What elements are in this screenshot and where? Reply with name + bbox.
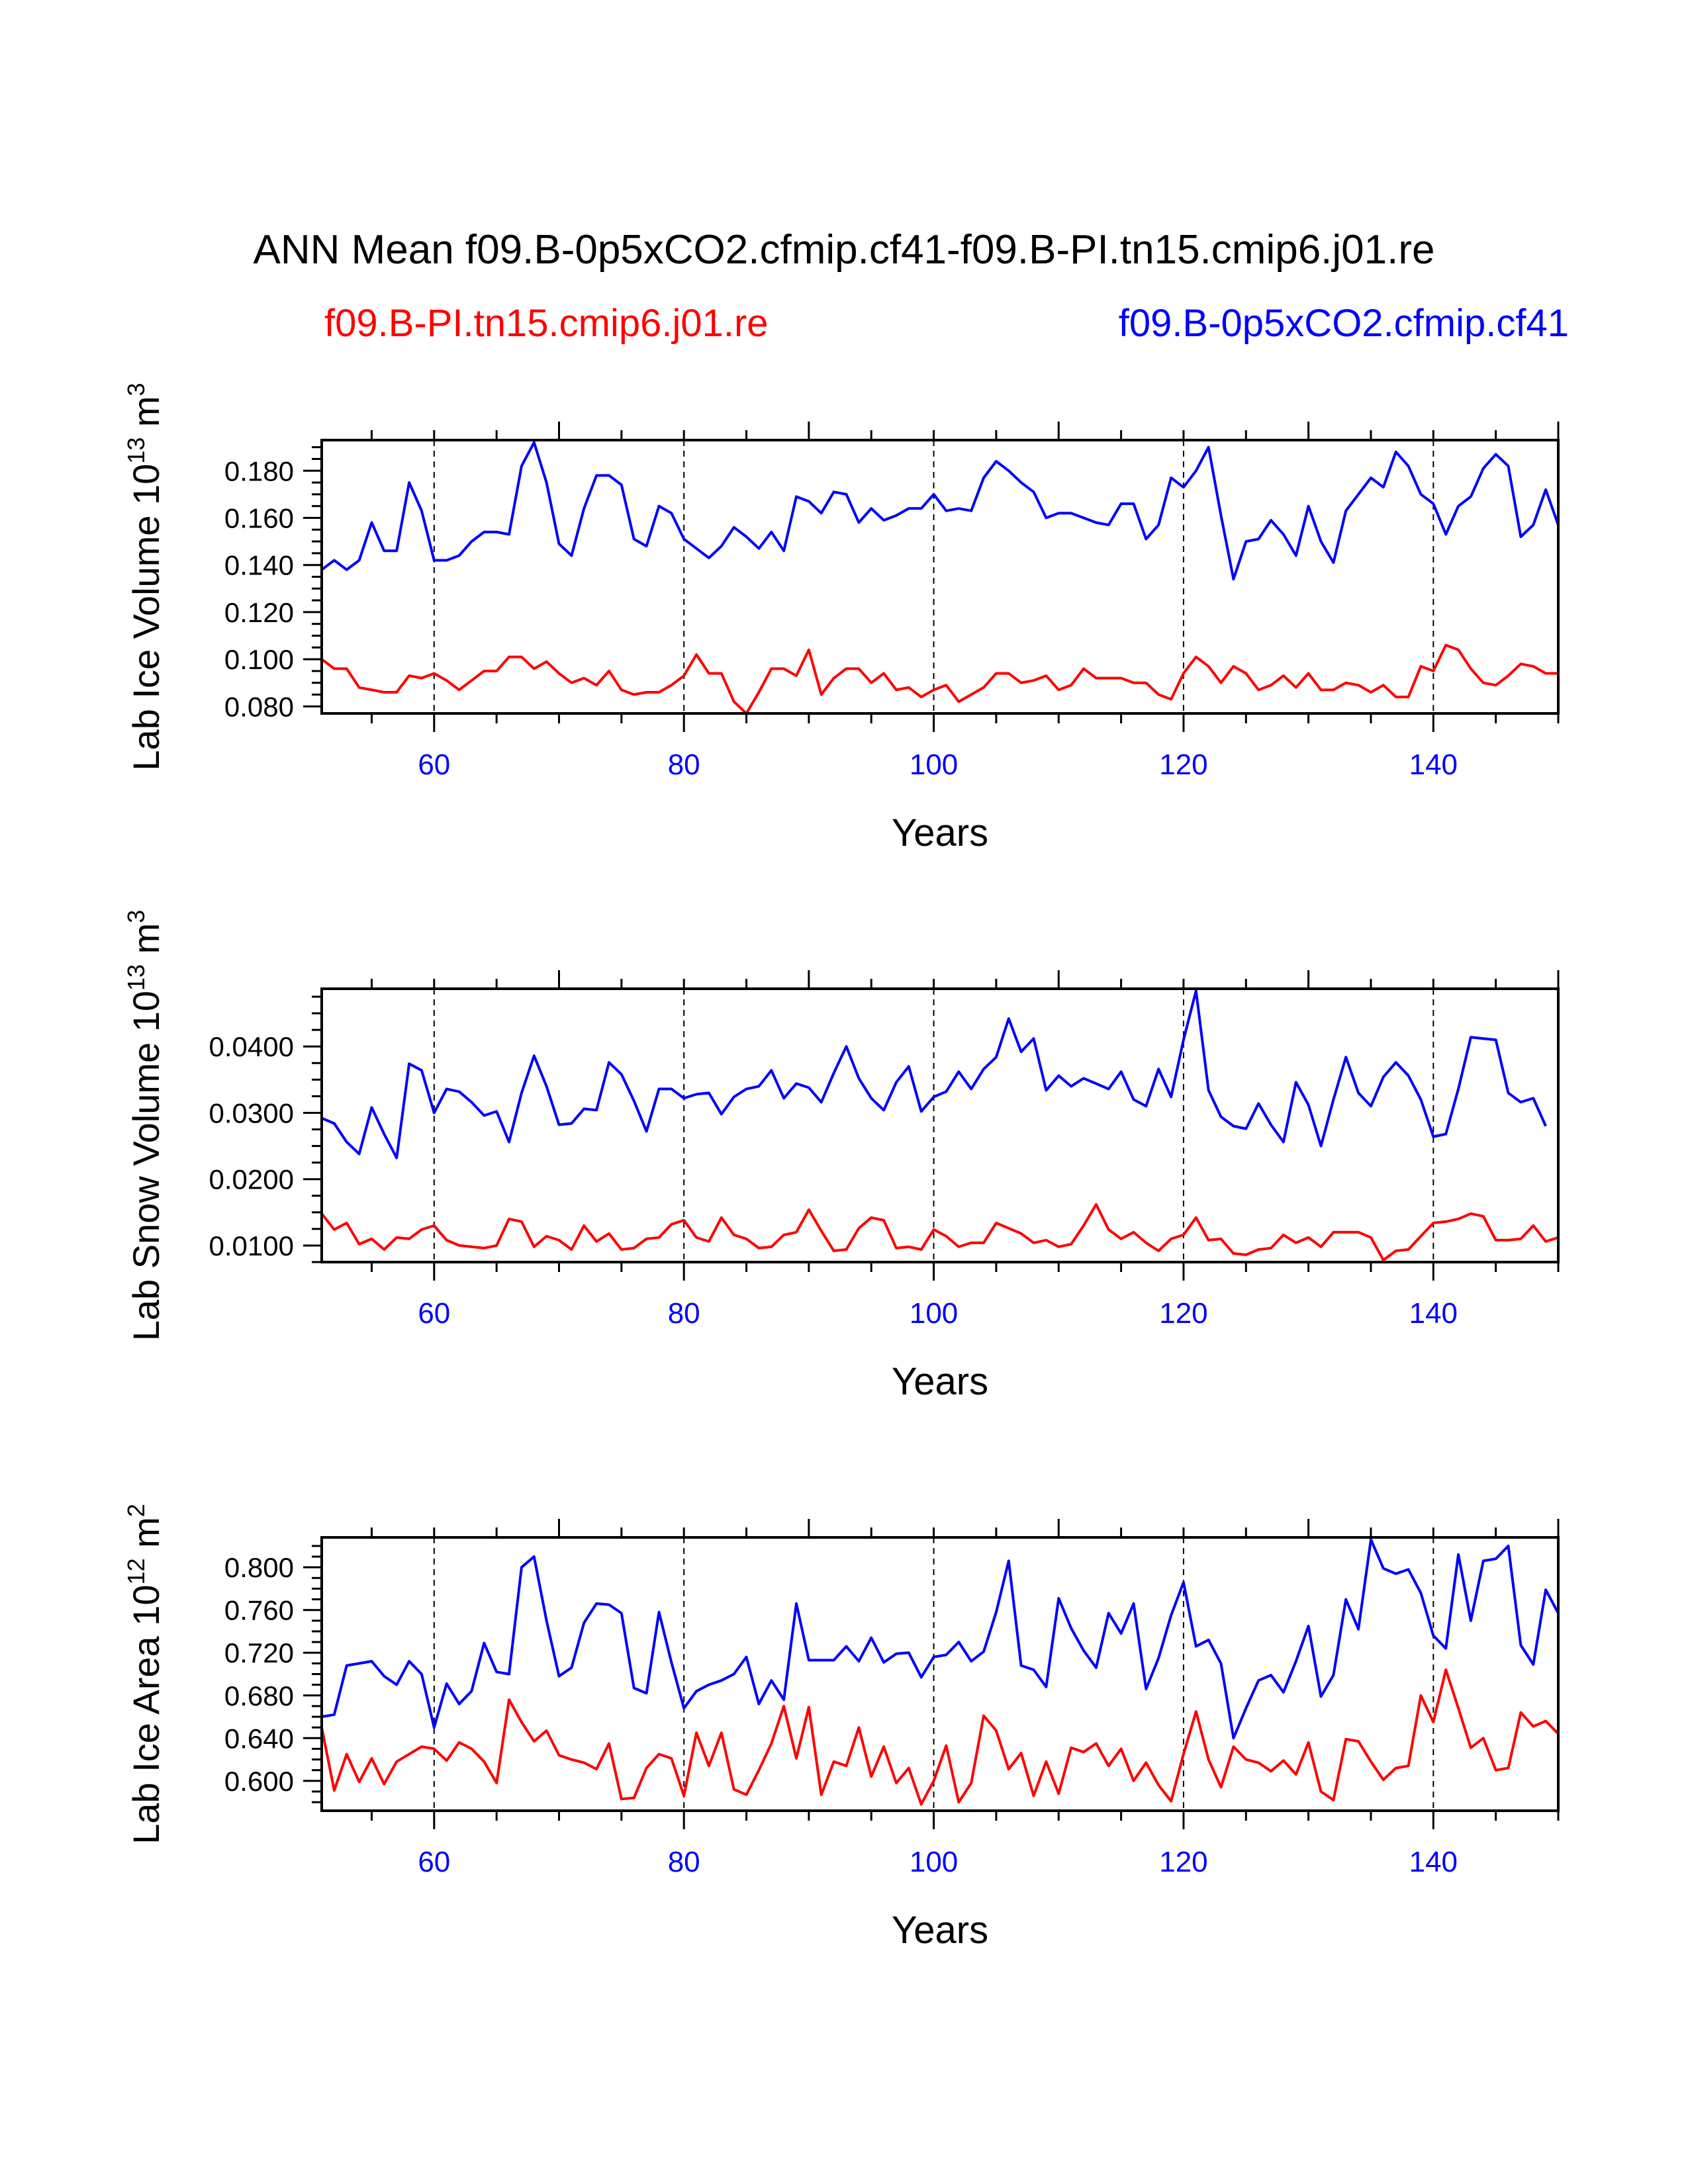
plot-frame [320,987,1560,1263]
x-tick-label: 100 [910,749,958,781]
x-tick-label: 60 [418,1297,450,1330]
y-tick-label: 0.760 [224,1595,294,1626]
y-tick-label: 0.0100 [209,1230,294,1261]
x-tick-label: 120 [1159,749,1207,781]
x-axis-label: Years [892,1909,988,1952]
y-axis-label-text: Lab Ice Area 10 [125,1584,167,1844]
y-tick-label: 0.720 [224,1637,294,1668]
y-axis-label: Lab Ice Volume 1013 m3 [122,383,167,770]
ice-area-panel: 60801001201406206406606807000.6000.6400.… [122,1504,1560,1952]
x-tick-label: 120 [1159,1297,1207,1330]
control-run-label: f09.B-PI.tn15.cmip6.j01.re [324,302,769,345]
experiment-series-line [321,989,1547,1160]
experiment-run-label: f09.B-0p5xCO2.cfmip.cf41 [1119,302,1569,345]
control-series-line [320,1668,1560,1806]
y-tick-label: 0.640 [224,1723,294,1754]
plot-frame [320,439,1560,715]
y-axis-label: Lab Ice Area 1012 m2 [122,1504,167,1844]
y-tick-label: 0.080 [224,691,294,722]
x-tick-label: 80 [668,1297,700,1330]
y-axis-label-exponent: 13 [122,964,150,991]
y-axis-label-text: Lab Snow Volume 10 [125,991,167,1341]
figure-title: ANN Mean f09.B-0p5xCO2.cfmip.cf41-f09.B-… [253,227,1434,273]
y-axis-label-unit: m [125,396,167,437]
y-tick-label: 0.180 [224,455,294,486]
ice-volume-panel: 60801001201406206406606807000.0800.1000.… [122,383,1560,854]
x-tick-label: 60 [418,749,450,781]
y-axis-label-text: Lab Ice Volume 10 [125,464,167,771]
y-axis-label-exponent: 12 [122,1558,150,1584]
control-series-line [320,1203,1559,1261]
x-tick-label: 100 [910,1297,958,1330]
x-axis-label: Years [892,1360,988,1403]
x-tick-label: 60 [418,1846,450,1878]
y-tick-label: 0.140 [224,550,294,581]
experiment-series-line [321,1538,1560,1740]
y-tick-label: 0.100 [224,644,294,675]
x-tick-label: 140 [1409,749,1458,781]
y-tick-label: 0.0400 [209,1031,294,1062]
x-axis-label: Years [892,811,988,854]
x-tick-label: 80 [668,1846,700,1878]
x-tick-label: 100 [910,1846,958,1878]
y-axis-label-unit-exponent: 3 [122,910,150,923]
snow-volume-panel: 60801001201406206406606807000.01000.0200… [122,910,1560,1403]
y-axis-label-unit: m [125,923,167,964]
x-tick-label: 120 [1159,1846,1207,1878]
y-axis-label-unit-exponent: 3 [122,383,150,396]
y-tick-label: 0.680 [224,1680,294,1711]
x-tick-label: 140 [1409,1846,1458,1878]
y-axis-label: Lab Snow Volume 1013 m3 [122,910,167,1342]
experiment-series-line [320,441,1560,581]
x-tick-label: 80 [668,749,700,781]
x-tick-label: 140 [1409,1297,1458,1330]
y-tick-label: 0.0300 [209,1097,294,1128]
plot-frame [320,1536,1560,1812]
y-axis-label-unit: m [125,1517,167,1558]
y-axis-label-exponent: 13 [122,437,150,464]
y-tick-label: 0.600 [224,1766,294,1797]
y-axis-label-unit-exponent: 2 [122,1504,150,1517]
y-tick-label: 0.800 [224,1552,294,1583]
y-tick-label: 0.120 [224,597,294,628]
y-tick-label: 0.0200 [209,1164,294,1195]
control-series-line [320,643,1558,715]
y-tick-label: 0.160 [224,502,294,533]
